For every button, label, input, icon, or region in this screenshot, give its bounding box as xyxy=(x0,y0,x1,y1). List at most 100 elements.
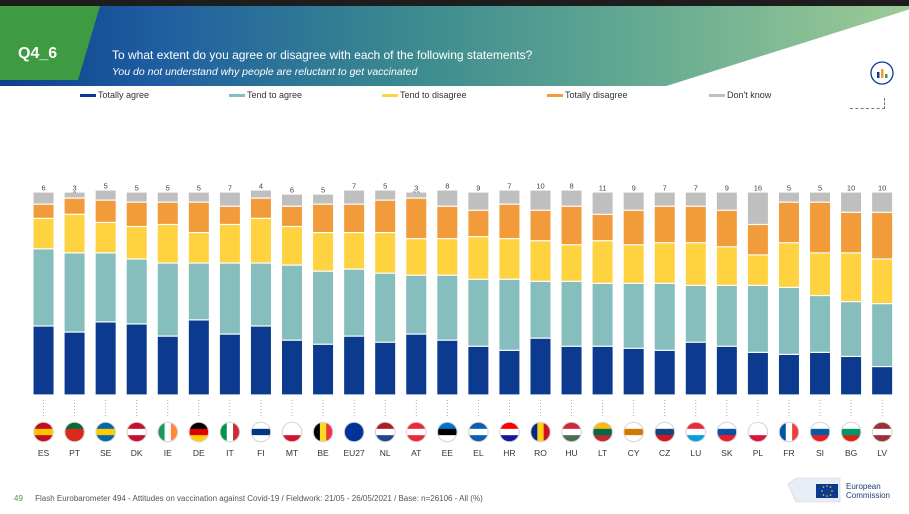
bar-segment xyxy=(872,192,893,212)
flag-stripe xyxy=(717,428,737,436)
bar-segment xyxy=(841,253,862,302)
bar-segment xyxy=(188,263,209,320)
bar-segment xyxy=(468,192,489,210)
flag-stripe xyxy=(127,435,147,442)
bar-segment xyxy=(841,192,862,212)
top-bar xyxy=(0,0,909,6)
flag-stripe xyxy=(624,428,644,436)
bar-segment xyxy=(872,212,893,259)
flag-outline xyxy=(126,422,147,442)
bar-segment xyxy=(64,214,85,253)
bar-segment xyxy=(530,338,551,395)
bar-segment xyxy=(126,324,147,395)
bar-segment xyxy=(313,194,334,204)
category-label: LV xyxy=(877,448,887,458)
flag-stripe xyxy=(655,422,675,430)
legend-label: Totally disagree xyxy=(565,90,628,100)
bar-segment xyxy=(468,210,489,237)
bar-segment xyxy=(250,190,271,198)
flag-stripe xyxy=(326,422,333,442)
bar-segment xyxy=(437,206,458,239)
flag-outline xyxy=(592,422,613,442)
bar-segment xyxy=(126,202,147,226)
legend-swatch xyxy=(80,93,96,97)
bar-segment xyxy=(747,192,768,224)
bar-segment xyxy=(406,334,427,395)
bar-segment xyxy=(654,206,675,243)
legend-swatch xyxy=(382,93,398,97)
flag-outline xyxy=(530,422,551,442)
flag-stripe xyxy=(686,435,706,442)
flag-stripe xyxy=(562,428,582,436)
bar-segment xyxy=(282,194,303,206)
bar-segment xyxy=(282,340,303,395)
flag-stripe xyxy=(406,422,426,430)
bar-segment xyxy=(64,192,85,198)
flag-stripe xyxy=(158,422,165,442)
bar-segment xyxy=(282,227,303,265)
category-label: PL xyxy=(753,448,764,458)
flag-stripe xyxy=(530,422,538,442)
category-label: FR xyxy=(783,448,794,458)
flag-stripe xyxy=(34,435,54,442)
data-label: 5 xyxy=(197,184,201,193)
bar-segment xyxy=(810,296,831,352)
flag-stripe xyxy=(65,422,85,430)
flag-stripe xyxy=(686,422,706,430)
data-label: 8 xyxy=(445,181,449,190)
bar-segment xyxy=(33,326,54,395)
bar-segment xyxy=(747,225,768,255)
category-label: HR xyxy=(503,448,515,458)
bar-segment xyxy=(654,243,675,283)
flag-outline xyxy=(499,422,520,442)
flag-outline xyxy=(748,422,768,442)
bar-segment xyxy=(250,263,271,326)
category-label: PT xyxy=(69,448,80,458)
data-label: 6 xyxy=(290,186,294,195)
flag-stripe xyxy=(810,428,830,436)
flag-stripe xyxy=(375,435,395,442)
bar-segment xyxy=(219,192,240,206)
flag-stripe xyxy=(717,435,737,442)
bar-segment xyxy=(188,192,209,202)
bar-segment xyxy=(747,285,768,352)
flag-outline xyxy=(251,422,271,442)
bar-segment xyxy=(623,283,644,348)
flag-stripe xyxy=(406,435,426,442)
flag-stripe xyxy=(34,422,54,430)
bar-segment xyxy=(406,239,427,275)
bar-segment xyxy=(126,259,147,324)
bar-segment xyxy=(157,225,178,263)
flag-outline xyxy=(344,422,364,442)
data-label: 7 xyxy=(663,184,667,193)
category-label: FI xyxy=(257,448,265,458)
bar-segment xyxy=(872,259,893,304)
flag-stripe xyxy=(189,435,209,442)
flag-stripe xyxy=(748,428,768,436)
flag-outline xyxy=(64,422,85,442)
logo-line-1: European xyxy=(846,482,881,491)
flag-stripe xyxy=(792,422,799,442)
flag-stripe xyxy=(344,435,364,442)
bar-segment xyxy=(406,192,427,198)
bar-segment xyxy=(561,206,582,245)
bar-segment xyxy=(33,218,54,249)
flag-outline xyxy=(717,422,737,442)
flag-stripe xyxy=(344,428,364,436)
bar-segment xyxy=(126,192,147,202)
flag-stripe xyxy=(748,422,768,430)
flag-stripe xyxy=(779,422,787,442)
bar-segment xyxy=(282,206,303,226)
flag-outline xyxy=(406,422,426,442)
bar-segment xyxy=(313,344,334,395)
category-label: EL xyxy=(473,448,484,458)
bar-segment xyxy=(126,227,147,259)
flag-stripe xyxy=(841,422,861,430)
flag-outline xyxy=(437,422,458,442)
data-label: 16 xyxy=(754,184,762,193)
data-label: 9 xyxy=(632,184,636,193)
bar-segment xyxy=(499,204,520,239)
chart-report-icon xyxy=(870,61,894,85)
bar-segment xyxy=(810,192,831,202)
page-number: 49 xyxy=(14,494,23,503)
